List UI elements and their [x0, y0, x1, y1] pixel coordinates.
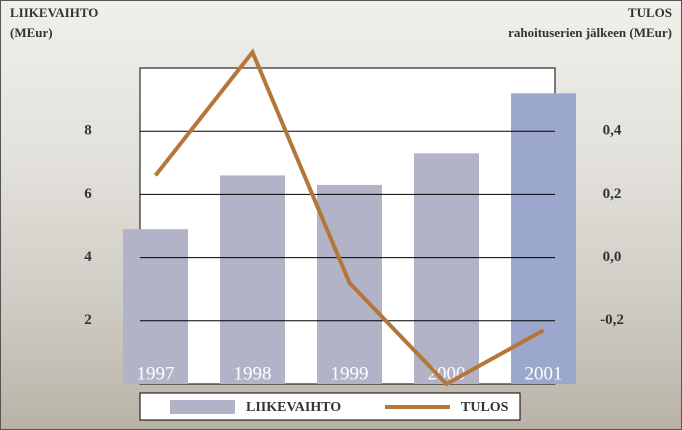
y2-axis-title: rahoituserien jälkeen (MEur)	[508, 25, 672, 40]
y-tick-label: 4	[84, 249, 92, 265]
y2-axis-title: TULOS	[628, 5, 672, 20]
y2-tick-label: 0,2	[603, 186, 622, 202]
y-axis-title: (MEur)	[10, 25, 53, 40]
bar	[414, 153, 479, 384]
y-axis-title: LIIKEVAIHTO	[10, 5, 98, 20]
x-tick-label: 2001	[525, 363, 563, 384]
x-tick-label: 1999	[331, 363, 369, 384]
y2-tick-label: 0,4	[603, 123, 622, 139]
legend-swatch	[170, 400, 235, 414]
y-tick-label: 6	[84, 186, 92, 202]
y2-tick-label: 0,0	[603, 249, 622, 265]
bar	[220, 175, 285, 384]
y2-tick-label: -0,2	[600, 312, 624, 328]
bar	[123, 229, 188, 384]
legend-label: LIIKEVAIHTO	[246, 400, 341, 415]
legend-label: TULOS	[461, 400, 509, 415]
x-tick-label: 1998	[234, 363, 272, 384]
y-tick-label: 8	[84, 123, 92, 139]
y-tick-label: 2	[84, 312, 92, 328]
bar	[511, 93, 576, 384]
line	[153, 48, 545, 387]
x-tick-label: 1997	[137, 363, 175, 384]
